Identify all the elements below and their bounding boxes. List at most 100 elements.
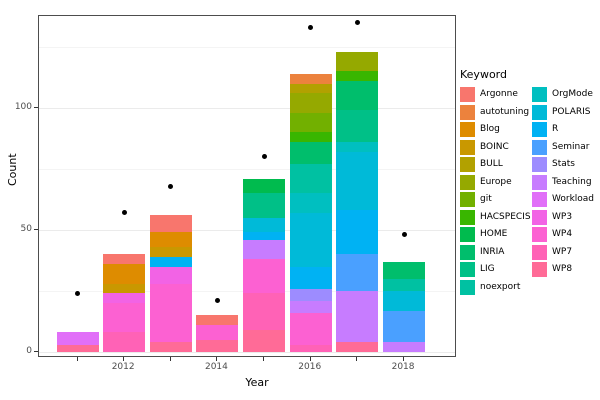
bar-segment-2011-Workload [56,332,99,345]
legend-label: git [480,194,492,204]
x-tick-mark [403,357,405,361]
legend-label: INRIA [480,246,505,257]
legend-swatch-noexport [460,279,475,295]
bar-segment-2015-WP4 [243,259,286,294]
minor-gridline [39,47,455,48]
bar-segment-2018-Teaching [383,342,426,352]
x-tick-label: 2018 [391,362,415,372]
legend-swatch-R [532,122,547,137]
bar-segment-2016-OrgMode [289,193,332,213]
bar-segment-2012-WP7 [103,332,146,352]
x-tick-label: 2014 [204,362,228,372]
legend-label: BOINC [480,141,509,152]
legend-label: HACSPECIS [480,211,531,222]
legend-label: WP4 [552,229,573,239]
minor-gridline [39,169,455,170]
legend-label: Workload [552,194,595,204]
legend-label: WP3 [552,211,573,222]
legend-label: WP8 [552,264,573,274]
x-tick-mark [356,357,358,361]
x-tick-mark [263,357,265,361]
bar-segment-2017-OrgMode [336,142,379,152]
bar-segment-2012-Argonne [103,254,146,265]
bar-segment-2016-Europe [289,93,332,113]
bar-segment-2013-WP8 [149,342,192,352]
legend-swatch-WP8 [532,262,547,277]
bar-segment-2018-INRIA [383,261,426,279]
bar-segment-2016-R [289,266,332,289]
bar-segment-2016-Stats [289,288,332,301]
bar-segment-2011-WP8 [56,344,99,352]
bar-segment-2017-R [336,210,379,255]
x-tick-mark [76,357,78,361]
bar-segment-2015-WP7 [243,293,286,331]
legend-label: Seminar [552,141,590,152]
y-tick-label: 50 [20,224,32,234]
bar-segment-2016-Teaching [289,300,332,313]
x-tick-mark [216,357,218,361]
bar-segment-2018-noexport [383,278,426,291]
bar-segment-2016-autotuning [289,73,332,84]
plot-panel [38,15,456,357]
bar-segment-2015-R [243,232,286,240]
bar-segment-2017-Seminar [336,254,379,291]
legend-swatch-BOINC [460,139,475,155]
legend-swatch-WP7 [532,244,547,260]
bar-segment-2015-POLARIS [243,217,286,233]
legend-swatch-LIG [460,262,475,277]
legend-title: Keyword [460,68,507,81]
bar-segment-2012-WP3 [103,293,146,304]
legend-swatch-OrgMode [532,87,547,102]
major-gridline [39,352,455,353]
legend-label: Blog [480,124,500,134]
x-tick-mark [309,357,311,361]
legend-label: Stats [552,159,575,169]
bar-segment-2017-LIG [336,110,379,143]
legend: Keyword Argonne autotuning Blog BOINC BULL Eu… [460,68,594,295]
point-2012 [121,210,127,216]
point-2016 [308,24,314,30]
bar-segment-2015-Teaching [243,239,286,260]
legend-swatch-Argonne [460,87,475,102]
legend-swatch-HACSPECIS [460,209,475,225]
bar-segment-2015-LIG [243,193,286,218]
major-gridline [39,108,455,109]
bar-segment-2017-POLARIS [336,151,379,211]
legend-swatch-HOME [460,227,475,242]
x-tick-mark [169,357,171,361]
legend-swatch-Seminar [532,139,547,155]
bar-segment-2013-R [149,256,192,267]
legend-label: Europe [480,176,512,187]
y-tick-mark [34,229,38,230]
y-tick-label: 100 [14,102,32,112]
bar-segment-2013-Argonne [149,215,192,233]
bar-segment-2012-Blog [103,264,146,284]
x-tick-mark [123,357,125,361]
bar-segment-2016-git [289,112,332,133]
x-axis-title: Year [245,376,269,389]
bar-segment-2016-WP7 [289,344,332,352]
legend-swatch-Teaching [532,174,547,190]
point-2011 [75,290,80,296]
bar-segment-2017-Teaching [336,291,379,343]
bar-segment-2016-BULL [289,83,332,94]
bar-segment-2015-WP8 [243,330,286,352]
bar-segment-2013-BOINC [149,247,192,257]
legend-label: noexport [480,281,521,292]
legend-swatch-git [460,192,475,207]
y-tick-mark [34,107,38,108]
legend-swatch-Europe [460,174,475,190]
bar-segment-2016-HACSPECIS [289,132,332,143]
legend-swatch-Workload [532,192,547,207]
legend-label: HOME [480,229,508,239]
bar-segment-2014-WP4 [196,325,239,340]
point-2013 [168,183,174,189]
legend-label: autotuning [480,106,530,117]
bar-segment-2013-Blog [149,232,192,248]
legend-swatch-WP4 [532,227,547,242]
legend-swatch-POLARIS [532,104,547,120]
bar-segment-2018-Seminar [383,310,426,343]
bar-segment-2014-Argonne [196,315,239,326]
legend-label: WP7 [552,246,573,257]
bar-segment-2016-INRIA [289,142,332,165]
